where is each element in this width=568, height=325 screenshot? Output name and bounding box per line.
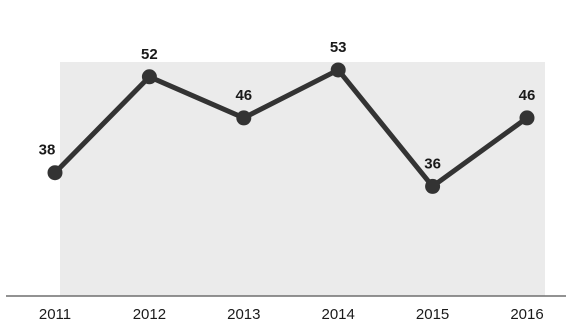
x-tick-label: 2011 (39, 306, 71, 323)
area-layer (60, 62, 545, 296)
data-label: 53 (330, 39, 347, 56)
data-point-marker (141, 69, 157, 85)
data-label: 52 (141, 46, 158, 63)
data-point-marker (330, 62, 346, 78)
data-label: 46 (235, 87, 252, 104)
marker-layer (47, 62, 535, 194)
x-tick-label: 2014 (322, 306, 355, 323)
x-tick-label: 2015 (416, 306, 449, 323)
data-label: 36 (424, 155, 441, 172)
plot-area-background (60, 62, 545, 296)
series-line (52, 67, 530, 189)
data-point-marker (236, 110, 252, 126)
x-axis: 2011 2012 2013 2014 2015 2016 (6, 295, 566, 323)
line-layer (52, 67, 530, 189)
x-tick-label: 2012 (133, 306, 166, 323)
data-label: 38 (39, 142, 56, 159)
x-tick-label: 2013 (227, 306, 260, 323)
x-tick-label: 2016 (510, 306, 543, 323)
data-label: 46 (519, 87, 536, 104)
data-point-marker (519, 110, 535, 126)
data-point-marker (47, 165, 63, 181)
data-point-marker (425, 178, 441, 194)
data-label-layer: 38 52 46 53 36 46 (39, 39, 536, 172)
